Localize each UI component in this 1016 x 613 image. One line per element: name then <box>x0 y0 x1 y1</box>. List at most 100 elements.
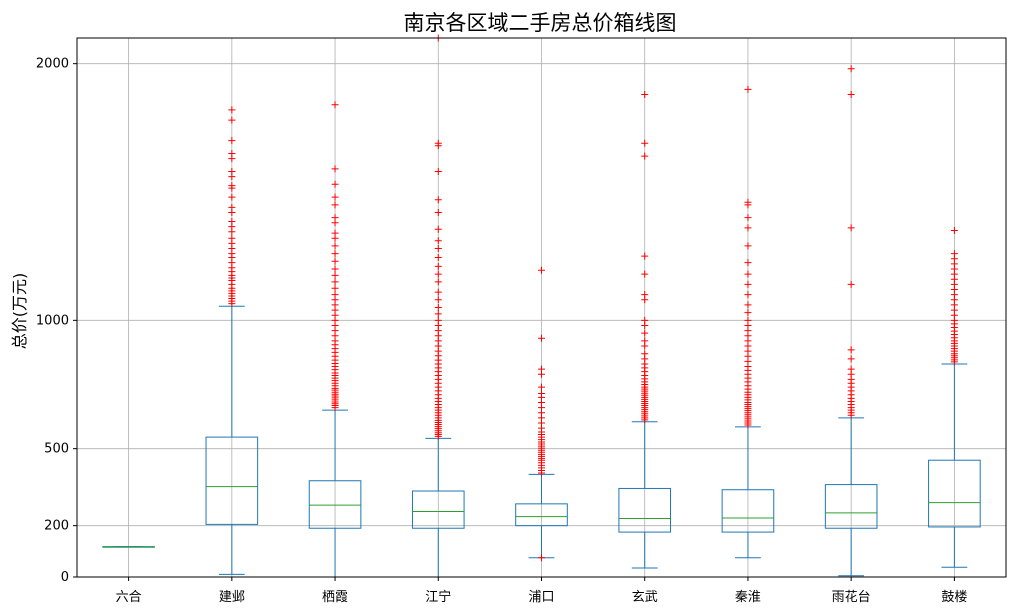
outlier-point <box>331 242 339 250</box>
outlier-point <box>434 304 442 311</box>
box-6 <box>618 487 672 533</box>
plot-area: 0 200 500 1000 2000 六合 建邺 栖霞 江宁 浦口 玄武 秦淮 雨花台 鼓楼 <box>36 34 1007 605</box>
x-tick-label: 鼓楼 <box>941 590 967 605</box>
outlier-point <box>331 214 339 222</box>
outlier-point <box>228 106 236 114</box>
box-3 <box>308 480 362 529</box>
y-tick-label: 2000 <box>36 57 69 72</box>
outlier-point <box>641 270 649 278</box>
outlier-point <box>641 329 649 337</box>
outlier-point <box>744 280 752 288</box>
outlier-point <box>641 316 649 324</box>
outlier-point <box>434 225 442 233</box>
x-tick-label: 雨花台 <box>832 589 871 605</box>
outlier-point <box>744 214 752 222</box>
outlier-point <box>228 167 236 175</box>
outlier-point <box>434 209 442 217</box>
outlier-point <box>847 346 855 354</box>
y-tick-label: 200 <box>44 519 69 534</box>
outlier-point <box>331 165 339 173</box>
x-tick-label: 江宁 <box>425 589 451 605</box>
outlier-point <box>538 365 545 373</box>
outlier-point <box>434 196 442 204</box>
outlier-point <box>744 270 752 278</box>
outlier-point <box>434 310 442 318</box>
outlier-point <box>434 253 442 261</box>
outlier-point <box>847 224 855 232</box>
outlier-point <box>641 139 649 147</box>
outlier-point <box>331 201 339 209</box>
outlier-point <box>847 355 855 363</box>
outlier-point <box>744 242 752 250</box>
outlier-point <box>744 85 752 93</box>
outlier-point <box>434 139 442 147</box>
outlier-point <box>538 334 545 342</box>
box-8 <box>824 484 878 529</box>
x-tick-label: 玄武 <box>632 590 658 605</box>
outlier-point <box>331 265 339 273</box>
x-tick-label: 秦淮 <box>735 590 761 605</box>
outlier-point <box>538 389 545 397</box>
x-tick-label: 建邺 <box>219 590 245 605</box>
outlier-point <box>434 316 442 324</box>
outlier-point <box>744 301 752 309</box>
outlier-point <box>434 270 442 278</box>
outlier-point <box>538 383 545 391</box>
outlier-point <box>847 65 855 73</box>
outlier-point <box>228 150 236 157</box>
outlier-point <box>950 227 958 234</box>
outlier-point <box>331 229 339 237</box>
x-tick-label: 栖霞 <box>322 590 348 605</box>
outlier-point <box>847 280 855 288</box>
outlier-point <box>228 182 236 190</box>
outlier-point <box>847 90 855 98</box>
outlier-point <box>744 198 752 206</box>
x-tick-label: 六合 <box>116 590 142 605</box>
box-7 <box>721 489 775 533</box>
outlier-point <box>228 116 236 124</box>
outlier-point <box>228 218 236 226</box>
outlier-point <box>228 137 236 145</box>
outlier-point <box>228 234 236 242</box>
outlier-point <box>641 152 649 160</box>
outlier-point <box>434 237 442 245</box>
y-tick-label: 0 <box>61 570 69 585</box>
outlier-point <box>434 262 442 270</box>
outlier-point <box>434 278 442 286</box>
outlier-point <box>434 288 442 296</box>
y-axis-label: 总价(万元) <box>10 273 29 350</box>
outlier-point <box>434 244 442 252</box>
outlier-point <box>331 101 339 109</box>
y-tick-label: 500 <box>44 442 69 457</box>
outlier-point <box>744 316 752 324</box>
outlier-point <box>538 266 545 274</box>
outlier-point <box>434 167 442 175</box>
outlier-point <box>744 224 752 232</box>
outlier-point <box>228 193 236 201</box>
outlier-point <box>331 278 339 286</box>
box-5 <box>515 503 568 527</box>
outlier-point <box>950 250 958 258</box>
outlier-point <box>331 193 339 201</box>
box-9 <box>928 459 981 528</box>
outlier-point <box>434 296 442 304</box>
outlier-point <box>331 291 339 299</box>
outlier-point <box>331 284 339 292</box>
outlier-point <box>331 257 339 265</box>
outlier-point <box>641 252 649 260</box>
box-2 <box>205 436 259 525</box>
outlier-point <box>538 554 545 562</box>
outlier-point <box>641 291 649 299</box>
outlier-point <box>331 250 339 258</box>
outlier-point <box>331 180 339 188</box>
box-4 <box>411 490 465 529</box>
outlier-point <box>847 365 855 373</box>
outlier-point <box>744 291 752 299</box>
chart-title: 南京各区域二手房总价箱线图 <box>404 11 677 35</box>
outlier-point <box>641 90 649 98</box>
outlier-point <box>228 203 236 211</box>
y-tick-label: 1000 <box>36 313 69 328</box>
x-tick-label: 浦口 <box>528 590 554 605</box>
outlier-point <box>641 350 649 358</box>
